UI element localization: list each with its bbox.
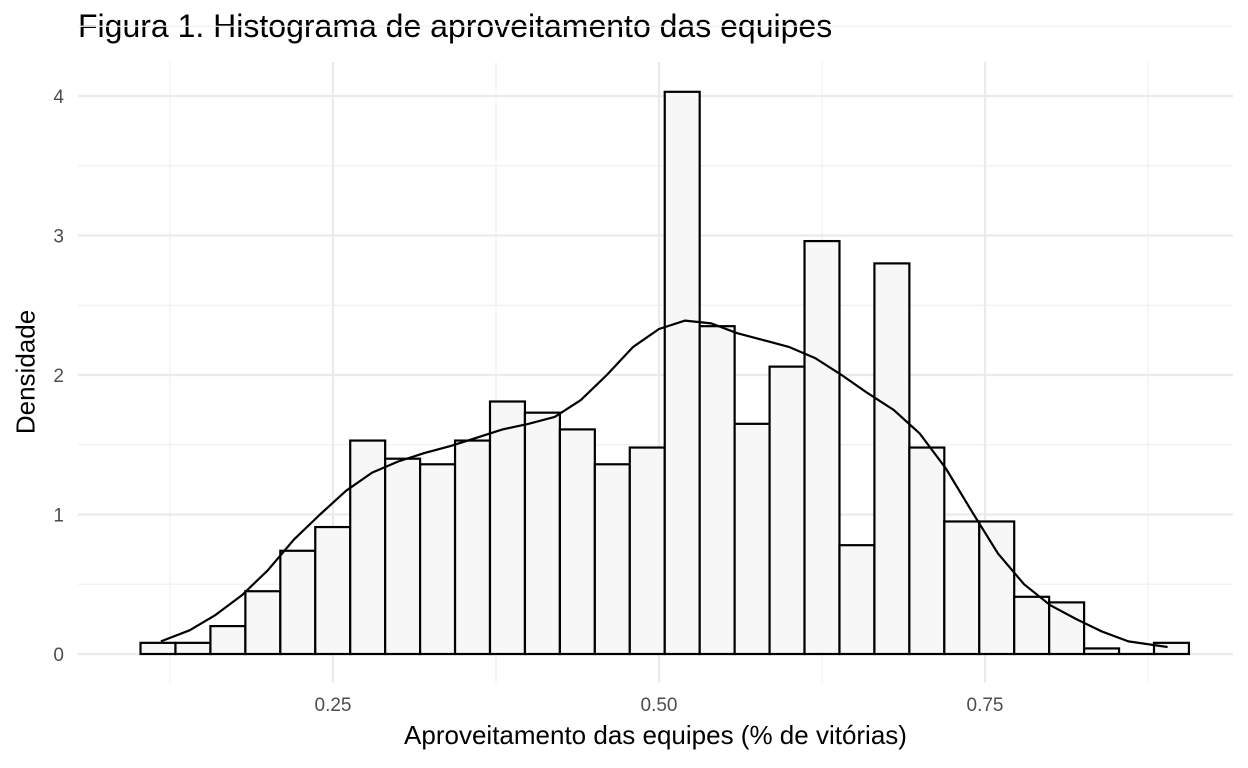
y-tick-label: 1 <box>53 506 64 527</box>
histogram-bar <box>1083 647 1121 656</box>
histogram-bar <box>698 325 736 656</box>
histogram-bar <box>349 439 387 656</box>
histogram-bar <box>873 262 911 656</box>
histogram-bar <box>1013 595 1051 656</box>
histogram-bar <box>279 549 317 656</box>
histogram-bar <box>488 400 527 656</box>
histogram-bar <box>978 520 1016 656</box>
histogram-bar <box>314 525 352 656</box>
histogram-bar <box>523 411 561 656</box>
histogram-bar <box>768 365 806 656</box>
axis-ticks: 0 1 2 3 4 0.25 0.50 0.75 <box>53 87 1003 716</box>
histogram-bar <box>419 463 457 656</box>
histogram-bar <box>558 428 596 656</box>
histogram-bar <box>384 457 422 656</box>
histogram-bar <box>663 90 701 656</box>
histogram-bar <box>174 641 212 656</box>
histogram-bar <box>803 239 841 656</box>
histogram-bar <box>593 463 631 656</box>
histogram-bar <box>244 590 282 656</box>
density-curve <box>160 319 1168 649</box>
histogram-bar <box>139 641 177 656</box>
histogram-bars <box>139 90 1191 656</box>
histogram-bar <box>209 624 247 656</box>
histogram-bar <box>838 544 876 656</box>
histogram-bar <box>908 446 946 656</box>
y-tick-label: 0 <box>53 645 64 666</box>
y-tick-label: 3 <box>53 227 64 248</box>
x-tick-label: 0.50 <box>641 695 678 716</box>
x-tick-label: 0.75 <box>967 695 1004 716</box>
histogram-bar <box>628 446 666 656</box>
y-tick-label: 2 <box>53 366 64 387</box>
histogram-bar <box>733 422 771 656</box>
x-axis-label: Aproveitamento das equipes (% de vitória… <box>404 720 907 750</box>
histogram-bar <box>1048 601 1086 656</box>
density-curve-group <box>160 319 1168 649</box>
x-tick-label: 0.25 <box>315 695 352 716</box>
histogram-bar <box>453 439 492 656</box>
histogram-bar <box>943 520 981 656</box>
histogram-bar <box>1152 641 1191 656</box>
y-tick-label: 4 <box>53 87 64 108</box>
y-axis-label: Densidade <box>10 309 41 435</box>
